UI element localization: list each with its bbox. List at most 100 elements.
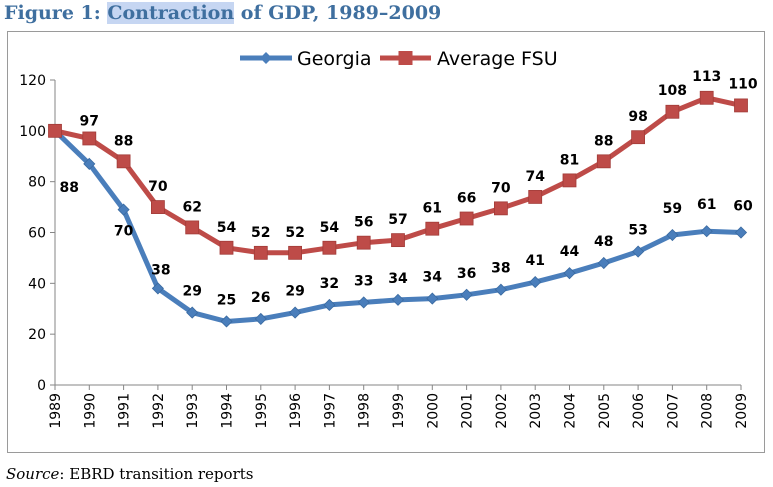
- data-point-georgia: [220, 315, 233, 328]
- data-label-average-fsu: 98: [628, 109, 647, 125]
- legend-marker-georgia: [260, 52, 272, 64]
- data-label-average-fsu: 57: [388, 212, 407, 228]
- data-label-georgia: 41: [525, 253, 544, 269]
- source-note: Source: EBRD transition reports: [6, 465, 253, 483]
- data-label-average-fsu: 70: [491, 180, 511, 196]
- data-point-average-fsu: [116, 154, 131, 169]
- data-label-average-fsu: 52: [285, 225, 304, 241]
- data-label-georgia: 48: [594, 234, 613, 250]
- source-text: : EBRD transition reports: [59, 465, 254, 483]
- data-label-average-fsu: 61: [423, 201, 442, 217]
- data-point-georgia: [151, 282, 164, 295]
- x-tick-label: 1990: [82, 393, 98, 429]
- legend-label-georgia: Georgia: [297, 48, 372, 70]
- data-point-georgia: [494, 283, 507, 296]
- x-tick-label: 1997: [322, 393, 338, 429]
- data-point-average-fsu: [528, 190, 543, 204]
- data-label-georgia: 38: [491, 261, 510, 277]
- data-point-georgia: [426, 292, 439, 305]
- data-label-georgia: 44: [560, 244, 580, 260]
- data-point-georgia: [254, 312, 267, 325]
- data-label-georgia: 53: [628, 223, 647, 239]
- data-point-georgia: [83, 157, 96, 170]
- x-tick-label: 2003: [528, 393, 544, 429]
- data-point-average-fsu: [391, 233, 405, 248]
- highlighted-word: Contraction: [107, 2, 235, 24]
- x-tick-label: 2006: [631, 393, 647, 429]
- data-point-georgia: [186, 306, 199, 319]
- data-label-average-fsu: 56: [354, 215, 373, 231]
- data-point-average-fsu: [459, 211, 474, 226]
- data-label-georgia: 36: [457, 266, 476, 282]
- data-point-average-fsu: [356, 235, 371, 250]
- data-label-georgia: 29: [182, 284, 201, 300]
- data-label-average-fsu: 88: [594, 133, 613, 149]
- data-point-average-fsu: [699, 90, 714, 105]
- x-tick-label: 2007: [665, 393, 681, 429]
- data-point-georgia: [323, 298, 336, 312]
- data-label-georgia: 32: [320, 276, 339, 292]
- data-point-average-fsu: [322, 240, 337, 255]
- data-label-georgia: 60: [733, 199, 753, 215]
- data-point-average-fsu: [253, 245, 268, 260]
- y-tick-label: 100: [19, 124, 46, 140]
- x-tick-label: 2001: [460, 393, 476, 429]
- x-tick-label: 2004: [563, 393, 579, 429]
- data-label-average-fsu: 108: [658, 83, 687, 99]
- data-label-average-fsu: 97: [80, 113, 99, 129]
- data-label-average-fsu: 54: [320, 220, 340, 236]
- data-point-georgia: [632, 245, 645, 258]
- data-point-average-fsu: [82, 131, 97, 146]
- x-tick-label: 2009: [734, 393, 750, 429]
- data-point-average-fsu: [185, 220, 200, 235]
- data-label-georgia: 25: [217, 292, 236, 308]
- data-label-average-fsu: 110: [728, 76, 757, 92]
- data-point-georgia: [117, 203, 130, 216]
- x-tick-label: 1989: [48, 393, 64, 429]
- figure-title-rest: of GDP, 1989–2009: [240, 2, 442, 24]
- data-point-average-fsu: [48, 123, 62, 138]
- data-label-georgia: 88: [60, 180, 79, 196]
- x-tick-label: 2008: [700, 393, 716, 429]
- data-label-georgia: 61: [697, 197, 716, 213]
- data-point-georgia: [734, 226, 748, 239]
- data-point-georgia: [529, 275, 542, 289]
- y-tick-label: 40: [28, 276, 46, 292]
- x-tick-label: 1995: [254, 393, 270, 429]
- data-label-average-fsu: 88: [114, 133, 133, 149]
- data-point-average-fsu: [425, 221, 440, 236]
- data-point-georgia: [289, 306, 302, 319]
- data-label-georgia: 26: [251, 290, 270, 306]
- data-label-georgia: 33: [354, 273, 373, 289]
- data-label-georgia: 59: [663, 201, 682, 217]
- data-label-average-fsu: 81: [560, 152, 579, 168]
- y-tick-label: 0: [37, 378, 46, 394]
- y-tick-label: 80: [28, 175, 46, 191]
- x-tick-label: 1994: [220, 393, 236, 429]
- data-point-average-fsu: [665, 104, 680, 119]
- x-tick-label: 1992: [151, 393, 167, 429]
- data-point-average-fsu: [493, 201, 508, 216]
- data-label-average-fsu: 62: [182, 199, 201, 215]
- x-tick-label: 1996: [288, 393, 304, 429]
- x-tick-label: 1993: [185, 393, 201, 429]
- y-tick-label: 20: [28, 327, 46, 343]
- data-label-average-fsu: 54: [217, 220, 237, 236]
- source-label: Source: [6, 465, 60, 483]
- x-tick-label: 1991: [117, 393, 133, 429]
- data-point-georgia: [563, 267, 576, 280]
- gdp-line-chart: 0 20 40 60 80 100 120 1989 1990 1991 1992 1993 1994 1…: [19, 48, 758, 429]
- data-point-average-fsu: [596, 154, 611, 169]
- chart-frame: 0 20 40 60 80 100 120 1989 1990 1991 1992 1993 1994 1…: [7, 31, 765, 453]
- x-tick-label: 1998: [357, 393, 373, 429]
- data-point-georgia: [700, 225, 713, 238]
- data-point-georgia: [391, 293, 405, 306]
- data-point-average-fsu: [288, 245, 303, 260]
- legend-marker-average-fsu: [398, 51, 413, 65]
- data-point-average-fsu: [631, 130, 645, 145]
- data-point-georgia: [666, 228, 679, 242]
- legend-label-average-fsu: Average FSU: [437, 48, 558, 70]
- data-label-georgia: 70: [114, 224, 134, 240]
- data-label-average-fsu: 113: [692, 69, 721, 85]
- y-tick-label: 120: [19, 73, 46, 89]
